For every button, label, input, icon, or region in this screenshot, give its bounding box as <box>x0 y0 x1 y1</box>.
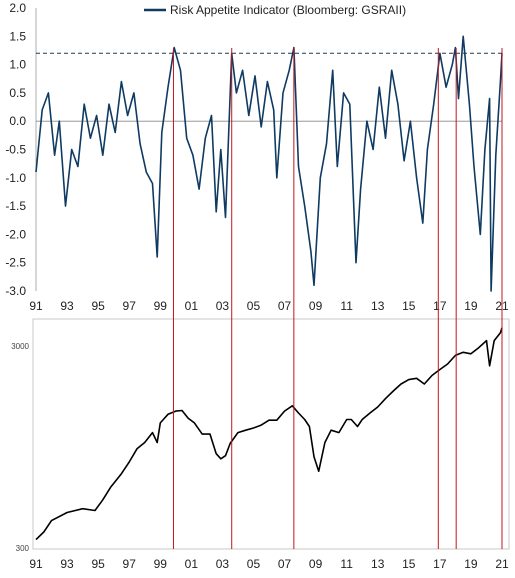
risk-y-axis: 2.0 1.5 1.0 0.5 0.0 -0.5 -1.0 -1.5 -2.0 -2.5 -3.0 <box>5 1 37 298</box>
index-x-tick-label: 13 <box>371 557 385 571</box>
legend: Risk Appetite Indicator (Bloomberg: GSRA… <box>144 3 406 17</box>
risk-appetite-panel: 2.01.51.00.50.0-0.5-1.0-1.5-2.0-2.5-3.0 … <box>5 1 509 313</box>
risk-x-tick-label: 11 <box>340 299 353 313</box>
risk-y-tick-label: 0.0 <box>9 114 26 128</box>
risk-x-tick-label: 95 <box>91 299 105 313</box>
risk-x-tick-label: 09 <box>309 299 323 313</box>
index-x-tick-label: 11 <box>340 557 353 571</box>
risk-y-tick-label: -1.5 <box>5 199 26 213</box>
index-panel: 3000 300 91 93 95 97 99 01 03 05 07 09 11 13 15 17 19 21 <box>11 327 509 571</box>
index-x-tick-label: 07 <box>278 557 292 571</box>
risk-x-tick-label: 01 <box>185 299 199 313</box>
risk-x-tick-label: 05 <box>247 299 261 313</box>
risk-x-axis: 91 93 95 97 99 01 03 05 07 09 11 13 15 17 19 21 <box>29 299 509 313</box>
index-x-tick-label: 01 <box>185 557 199 571</box>
risk-x-tick-label: 03 <box>216 299 230 313</box>
risk-x-tick-label: 19 <box>464 299 478 313</box>
risk-y-tick-label: 0.5 <box>9 86 26 100</box>
index-x-tick-label: 91 <box>29 557 43 571</box>
risk-y-tick-label: -2.5 <box>5 256 26 270</box>
risk-x-tick-label: 91 <box>29 299 43 313</box>
risk-x-tick-label: 15 <box>402 299 416 313</box>
index-x-tick-label: 97 <box>123 557 137 571</box>
index-x-tick-label: 99 <box>154 557 168 571</box>
event-markers <box>172 48 503 549</box>
risk-x-tick-label: 93 <box>60 299 74 313</box>
risk-x-tick-label: 17 <box>433 299 447 313</box>
risk-y-tick-label: -3.0 <box>5 284 26 298</box>
index-x-tick-label: 17 <box>433 557 447 571</box>
risk-y-tick-label: -2.0 <box>5 227 26 241</box>
risk-x-tick-label: 99 <box>154 299 168 313</box>
index-x-tick-label: 93 <box>60 557 74 571</box>
index-x-axis: 91 93 95 97 99 01 03 05 07 09 11 13 15 17 19 21 <box>29 557 509 571</box>
risk-y-tick-label: -0.5 <box>5 143 26 157</box>
risk-y-tick-label: -1.0 <box>5 171 26 185</box>
risk-x-tick-label: 97 <box>123 299 137 313</box>
index-x-tick-label: 03 <box>216 557 230 571</box>
index-y-tick-label: 300 <box>16 544 30 553</box>
index-x-tick-label: 19 <box>464 557 478 571</box>
index-series-line <box>35 327 503 541</box>
risk-y-tick-label: 1.0 <box>9 58 26 72</box>
risk-y-tick-label: 2.0 <box>9 1 26 15</box>
risk-appetite-series-line <box>35 35 503 292</box>
index-x-tick-label: 21 <box>495 557 509 571</box>
index-y-tick-label: 3000 <box>11 342 29 351</box>
risk-x-tick-label: 13 <box>371 299 385 313</box>
index-x-tick-label: 09 <box>309 557 323 571</box>
risk-y-tick-label: 1.5 <box>9 29 26 43</box>
legend-entry: Risk Appetite Indicator (Bloomberg: GSRA… <box>170 3 406 17</box>
index-panel-frame <box>32 318 510 550</box>
index-x-tick-label: 95 <box>91 557 105 571</box>
index-y-axis: 3000 300 <box>11 342 29 553</box>
index-x-tick-label: 15 <box>402 557 416 571</box>
index-x-tick-label: 05 <box>247 557 261 571</box>
risk-x-tick-label: 07 <box>278 299 292 313</box>
